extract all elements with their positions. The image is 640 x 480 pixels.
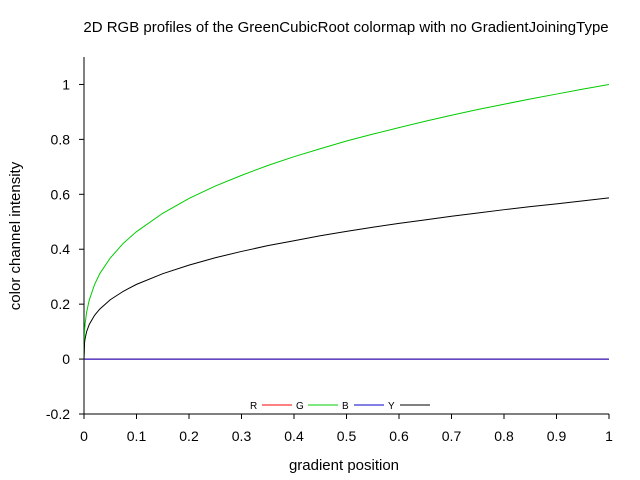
x-tick-label: 1 — [605, 428, 613, 444]
x-tick-label: 0.1 — [127, 428, 147, 444]
series-y-line — [83, 197, 610, 360]
x-tick-label: 0.7 — [442, 428, 462, 444]
y-axis: -0.2 0 0.2 0.4 0.6 0.8 1 — [46, 57, 85, 422]
y-tick-label: 0 — [62, 351, 70, 367]
y-axis-label: color channel intensity — [7, 161, 24, 310]
y-tick-label: 0.4 — [51, 241, 71, 257]
legend-label-r: R — [250, 401, 257, 412]
y-tick-label: 0.2 — [51, 296, 71, 312]
y-tick-label: 1 — [62, 76, 70, 92]
legend-label-g: G — [296, 401, 304, 412]
x-tick-label: 0.6 — [389, 428, 409, 444]
x-tick-label: 0.2 — [179, 428, 199, 444]
legend-label-y: Y — [388, 401, 395, 412]
y-tick-label: -0.2 — [46, 406, 70, 422]
x-tick-label: 0.8 — [494, 428, 514, 444]
legend-label-b: B — [342, 401, 349, 412]
y-tick-label: 0.8 — [51, 131, 71, 147]
x-tick-label: 0.4 — [284, 428, 304, 444]
series-layer — [83, 83, 610, 360]
x-tick-label: 0.5 — [337, 428, 357, 444]
x-axis-label: gradient position — [289, 457, 399, 474]
x-axis: 0 0.1 0.2 0.3 0.4 0.5 0.6 0.7 0.8 0.9 1 — [80, 413, 613, 444]
x-tick-label: 0 — [80, 428, 88, 444]
x-tick-label: 0.9 — [547, 428, 567, 444]
y-tick-label: 0.6 — [51, 186, 71, 202]
series-g-line — [83, 83, 610, 360]
chart-title: 2D RGB profiles of the GreenCubicRoot co… — [83, 19, 608, 36]
x-tick-label: 0.3 — [232, 428, 252, 444]
